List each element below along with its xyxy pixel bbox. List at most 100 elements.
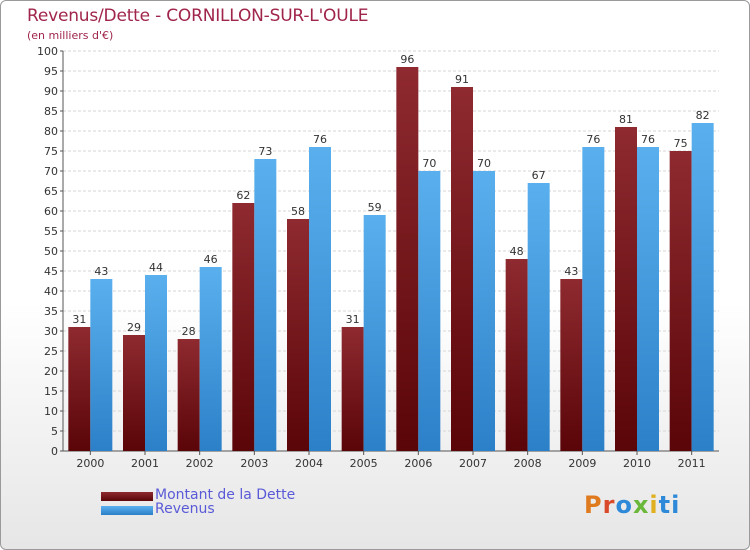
y-tick-label: 100 — [37, 45, 58, 58]
data-label-revenus: 44 — [149, 261, 163, 274]
legend-label-revenus: Revenus — [155, 501, 215, 517]
bar-revenus — [691, 123, 714, 451]
chart-subtitle: (en milliers d'€) — [27, 29, 114, 42]
y-tick-label: 45 — [44, 265, 58, 278]
y-tick-label: 15 — [44, 385, 58, 398]
legend-swatch-debt — [101, 492, 153, 501]
bar-debt — [451, 87, 473, 451]
x-tick-label: 2001 — [131, 457, 159, 470]
data-label-debt: 43 — [564, 265, 578, 278]
data-label-revenus: 76 — [641, 133, 655, 146]
x-tick-label: 2004 — [295, 457, 323, 470]
data-label-revenus: 76 — [586, 133, 600, 146]
x-tick-label: 2002 — [186, 457, 214, 470]
bar-revenus — [90, 279, 113, 451]
legend-label-debt: Montant de la Dette — [155, 487, 296, 503]
y-tick-label: 70 — [44, 165, 58, 178]
data-label-revenus: 82 — [696, 109, 710, 122]
y-tick-label: 40 — [44, 285, 58, 298]
bar-debt — [177, 339, 200, 451]
data-label-debt: 29 — [127, 321, 141, 334]
bar-revenus — [418, 171, 441, 451]
data-label-debt: 91 — [455, 73, 469, 86]
legend-swatch-revenus — [101, 506, 153, 515]
bar-debt — [669, 151, 692, 451]
y-tick-label: 95 — [44, 65, 58, 78]
logo-letter: P — [584, 491, 603, 519]
bar-debt — [615, 127, 637, 451]
data-labels: 31 43 29 44 28 46 62 73 58 76 31 59 96 70 91 70 48 67 43 76… — [72, 53, 709, 338]
bar-revenus — [473, 171, 495, 451]
bar-debt — [68, 327, 91, 451]
y-tick-label: 60 — [44, 205, 58, 218]
y-tick-label: 10 — [44, 405, 58, 418]
bar-revenus — [527, 183, 550, 451]
logo-letter: r — [602, 491, 616, 519]
y-tick-label: 65 — [44, 185, 58, 198]
y-tick-label: 85 — [44, 105, 58, 118]
data-label-debt: 62 — [236, 189, 250, 202]
x-tick-label: 2011 — [678, 457, 706, 470]
x-tick-label: 2010 — [623, 457, 651, 470]
y-tick-label: 20 — [44, 365, 58, 378]
data-label-debt: 96 — [400, 53, 414, 66]
data-label-debt: 58 — [291, 205, 305, 218]
y-tick-label: 35 — [44, 305, 58, 318]
y-tick-label: 5 — [51, 425, 58, 438]
data-label-revenus: 70 — [477, 157, 491, 170]
x-tick-label: 2009 — [568, 457, 596, 470]
data-label-revenus: 73 — [258, 145, 272, 158]
x-tick-label: 2006 — [404, 457, 432, 470]
chart-title: Revenus/Dette - CORNILLON-SUR-L'OULE — [27, 6, 369, 26]
data-label-debt: 81 — [619, 113, 633, 126]
y-tick-label: 0 — [51, 445, 58, 458]
proxiti-logo: Proxiti — [584, 491, 680, 519]
data-label-revenus: 59 — [368, 201, 382, 214]
logo-letter: x — [632, 491, 650, 519]
y-tick-label: 80 — [44, 125, 58, 138]
bar-revenus — [199, 267, 222, 451]
bar-revenus — [309, 147, 331, 451]
y-tick-label: 25 — [44, 345, 58, 358]
y-tick-label: 90 — [44, 85, 58, 98]
x-tick-label: 2007 — [459, 457, 487, 470]
y-tick-label: 30 — [44, 325, 58, 338]
logo-letter: ti — [658, 491, 681, 519]
x-tick-label: 2008 — [514, 457, 542, 470]
bar-debt — [505, 259, 528, 451]
y-tick-label: 75 — [44, 145, 58, 158]
data-label-revenus: 76 — [313, 133, 327, 146]
bar-revenus — [145, 275, 167, 451]
bar-debt — [341, 327, 364, 451]
bar-debt — [396, 67, 419, 451]
data-label-revenus: 43 — [94, 265, 108, 278]
bar-debt — [123, 335, 145, 451]
data-label-revenus: 67 — [532, 169, 546, 182]
bar-revenus — [582, 147, 605, 451]
data-label-debt: 48 — [510, 245, 524, 258]
x-tick-label: 2000 — [76, 457, 104, 470]
bar-debt — [287, 219, 309, 451]
data-label-debt: 31 — [346, 313, 360, 326]
grid-lines — [63, 50, 719, 432]
x-tick-label: 2003 — [240, 457, 268, 470]
data-label-revenus: 70 — [422, 157, 436, 170]
logo-letter: o — [615, 491, 633, 519]
data-label-debt: 31 — [72, 313, 86, 326]
bars — [68, 67, 714, 451]
y-tick-label: 55 — [44, 225, 58, 238]
bar-revenus — [363, 215, 386, 451]
y-tick-label: 50 — [44, 245, 58, 258]
bar-debt — [232, 203, 255, 451]
bar-revenus — [637, 147, 659, 451]
data-label-debt: 75 — [674, 137, 688, 150]
axes: 0 5 10 15 20 25 30 35 40 45 50 55 60 65 70 75 80 85 90 95 10… — [37, 45, 719, 470]
bar-debt — [560, 279, 583, 451]
data-label-debt: 28 — [182, 325, 196, 338]
bar-revenus — [254, 159, 277, 451]
data-label-revenus: 46 — [204, 253, 218, 266]
x-tick-label: 2005 — [350, 457, 378, 470]
logo-letter: i — [649, 491, 659, 519]
